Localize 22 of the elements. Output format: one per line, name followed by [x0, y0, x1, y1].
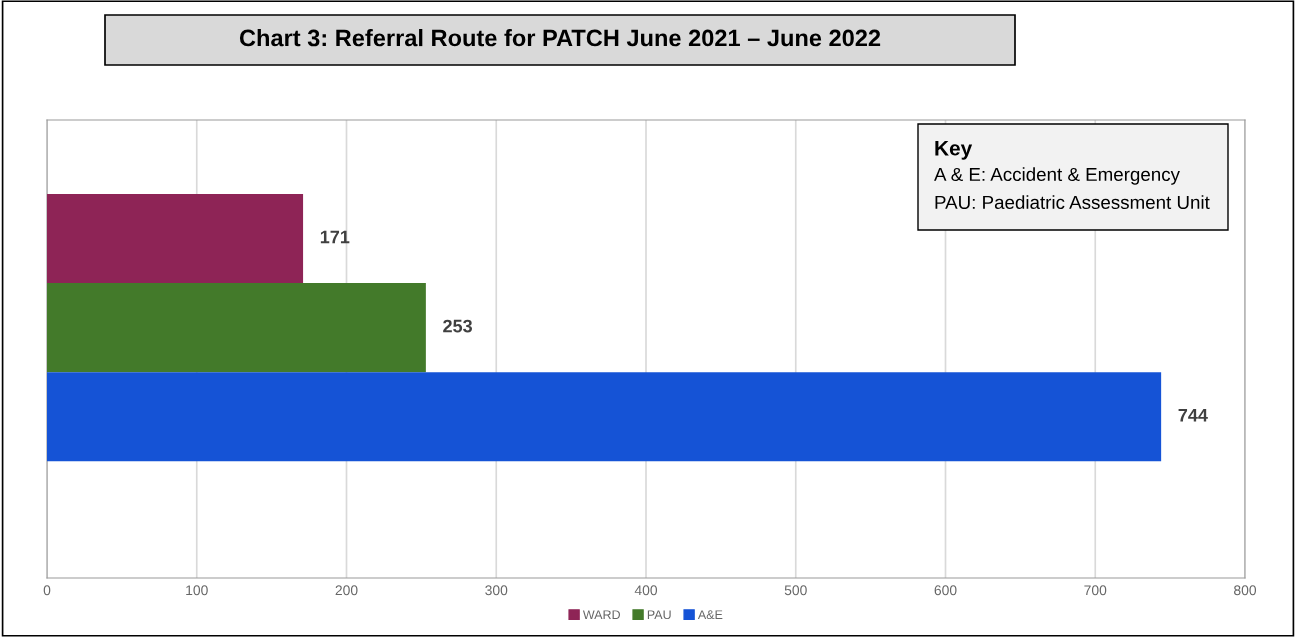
- x-tick-label: 500: [784, 585, 807, 596]
- x-tick-label: 200: [335, 585, 358, 596]
- bar: [47, 193, 304, 284]
- x-tick-label: 0: [43, 585, 51, 596]
- x-tick-label: 400: [634, 585, 658, 596]
- x-tick-label: 300: [485, 585, 508, 596]
- legend-label: PAU: [647, 610, 671, 620]
- annotation: PAU: Paediatric Assessment Unit: [935, 195, 1210, 210]
- bar: [47, 283, 426, 373]
- x-tick-label: 700: [1084, 585, 1107, 596]
- annotation: Key: [935, 141, 973, 160]
- x-tick-label: 800: [1234, 585, 1257, 596]
- x-tick-label: 600: [934, 585, 957, 596]
- data-label: 744: [1178, 408, 1208, 422]
- chart-title: Chart 3: Referral Route for PATCH June 2021 – June 2022: [239, 29, 881, 47]
- bar: [47, 372, 1162, 462]
- data-label: 171: [320, 230, 350, 244]
- annotation: A & E: Accident & Emergency: [934, 167, 1180, 185]
- legend-label: WARD: [582, 610, 620, 619]
- legend-label: A&E: [697, 610, 723, 620]
- data-label: 253: [443, 319, 473, 333]
- x-tick-label: 100: [186, 585, 208, 596]
